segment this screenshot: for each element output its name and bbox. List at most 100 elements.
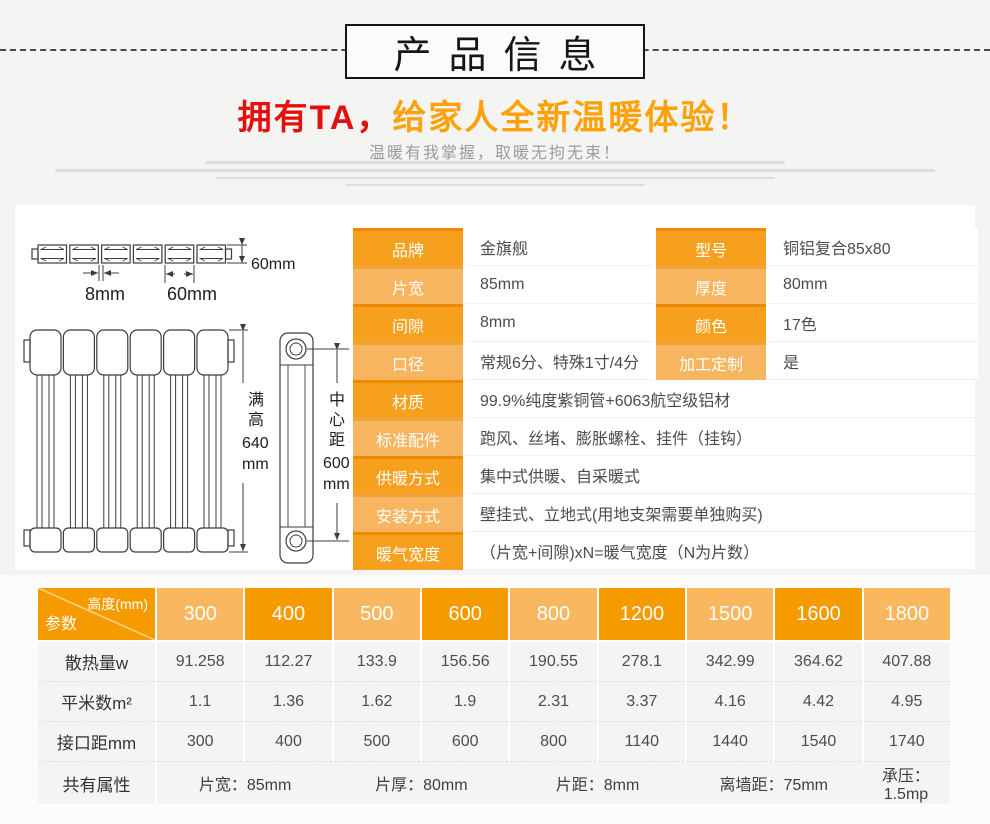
spec-value-thickness: 80mm bbox=[769, 266, 978, 304]
spec-table: 品牌 金旗舰 型号 铜铝复合85x80 片宽 85mm 厚度 80mm 间隙 8… bbox=[353, 228, 978, 570]
svg-text:8mm: 8mm bbox=[85, 284, 125, 304]
spec-value-material: 99.9%纯度紫铜管+6063航空级铝材 bbox=[466, 380, 975, 418]
table-cell: 91.258 bbox=[157, 642, 244, 682]
column-header: 800 bbox=[510, 588, 597, 640]
svg-text:距: 距 bbox=[329, 431, 345, 449]
spec-value-color: 17色 bbox=[769, 304, 978, 342]
table-cell: 1.62 bbox=[333, 682, 420, 722]
svg-text:mm: mm bbox=[242, 456, 269, 473]
spec-value-radiator-width: （片宽+间隙)xN=暖气宽度（N为片数） bbox=[466, 532, 975, 570]
spec-value-brand: 金旗舰 bbox=[466, 228, 653, 266]
spec-label-thickness: 厚度 bbox=[656, 266, 766, 304]
watermark-line bbox=[345, 184, 645, 186]
svg-text:高: 高 bbox=[248, 411, 264, 429]
spec-row: 间隙 8mm 颜色 17色 bbox=[353, 304, 978, 342]
spec-label-heating-mode: 供暖方式 bbox=[353, 456, 463, 494]
row-label: 散热量w bbox=[38, 642, 155, 682]
radiator-technical-drawing: 60mm 8mm 60mm bbox=[15, 205, 355, 570]
column-header: 600 bbox=[422, 588, 509, 640]
spec-value-model: 铜铝复合85x80 bbox=[769, 228, 978, 266]
table-cell: 156.56 bbox=[422, 642, 509, 682]
table-cell: 300 bbox=[157, 722, 244, 762]
table-cell: 4.16 bbox=[687, 682, 774, 722]
table-cell: 1.1 bbox=[157, 682, 244, 722]
table-cell: 800 bbox=[510, 722, 597, 762]
corner-label-height: 高度(mm) bbox=[87, 596, 148, 612]
spec-label-accessories: 标准配件 bbox=[353, 418, 463, 456]
spec-value-gap: 8mm bbox=[466, 304, 653, 342]
spec-row: 片宽 85mm 厚度 80mm bbox=[353, 266, 978, 304]
spec-label-width: 片宽 bbox=[353, 266, 463, 304]
table-row-square-meters: 平米数m² 1.1 1.36 1.62 1.9 2.31 3.37 4.16 4… bbox=[38, 682, 950, 722]
table-cell: 400 bbox=[245, 722, 332, 762]
headline-orange: 给家人全新温暖体验！ bbox=[392, 99, 753, 137]
table-cell: 1.36 bbox=[245, 682, 332, 722]
spec-label-custom: 加工定制 bbox=[656, 342, 766, 380]
common-attr: 承压：1.5mp bbox=[881, 768, 930, 803]
watermark-line bbox=[205, 161, 785, 164]
spec-row: 供暖方式 集中式供暖、自采暖式 bbox=[353, 456, 975, 494]
spec-label-material: 材质 bbox=[353, 380, 463, 418]
spec-row: 安装方式 壁挂式、立地式(用地支架需要单独购买) bbox=[353, 494, 975, 532]
svg-text:60mm: 60mm bbox=[167, 284, 217, 304]
column-header: 1800 bbox=[863, 588, 950, 640]
corner-label-param: 参数 bbox=[45, 616, 78, 633]
spec-row: 口径 常规6分、特殊1寸/4分 加工定制 是 bbox=[353, 342, 978, 380]
performance-table-header: 高度(mm) 参数 300 400 500 600 800 1200 1500 … bbox=[38, 588, 950, 640]
column-header: 1600 bbox=[775, 588, 862, 640]
column-header: 1200 bbox=[598, 588, 685, 640]
column-header: 500 bbox=[333, 588, 420, 640]
common-attr: 离墙距：75mm bbox=[719, 777, 828, 794]
spec-row: 暖气宽度 （片宽+间隙)xN=暖气宽度（N为片数） bbox=[353, 532, 975, 570]
spec-value-custom: 是 bbox=[769, 342, 978, 380]
svg-text:心: 心 bbox=[329, 411, 345, 429]
common-attributes-cell: 片宽：85mm 片厚：80mm 片距：8mm 离墙距：75mm 承压：1.5mp bbox=[157, 762, 950, 804]
table-cell: 133.9 bbox=[333, 642, 420, 682]
table-cell: 4.95 bbox=[863, 682, 950, 722]
table-cell: 1740 bbox=[863, 722, 950, 762]
performance-table: 高度(mm) 参数 300 400 500 600 800 1200 1500 … bbox=[38, 588, 950, 804]
spec-value-install: 壁挂式、立地式(用地支架需要单独购买) bbox=[466, 494, 975, 532]
spec-label-install: 安装方式 bbox=[353, 494, 463, 532]
spec-label-gap: 间隙 bbox=[353, 304, 463, 342]
table-cell: 500 bbox=[333, 722, 420, 762]
spec-value-heating-mode: 集中式供暖、自采暖式 bbox=[466, 456, 975, 494]
headline: 拥有TA，给家人全新温暖体验！ bbox=[0, 90, 990, 139]
spec-row: 品牌 金旗舰 型号 铜铝复合85x80 bbox=[353, 228, 978, 266]
table-cell: 1540 bbox=[775, 722, 862, 762]
table-cell: 1140 bbox=[598, 722, 685, 762]
spec-label-color: 颜色 bbox=[656, 304, 766, 342]
table-cell: 1440 bbox=[687, 722, 774, 762]
product-detail-card: 60mm 8mm 60mm bbox=[15, 205, 978, 570]
common-attr: 片距：8mm bbox=[555, 777, 640, 794]
spec-label-radiator-width: 暖气宽度 bbox=[353, 532, 463, 570]
headline-red: 拥有TA， bbox=[237, 99, 393, 137]
spec-value-caliber: 常规6分、特殊1寸/4分 bbox=[466, 342, 653, 380]
table-cell: 342.99 bbox=[687, 642, 774, 682]
watermark-line bbox=[215, 177, 775, 179]
subtitle: 温暖有我掌握，取暖无拘无束！ bbox=[368, 145, 621, 162]
table-cell: 600 bbox=[422, 722, 509, 762]
table-cell: 278.1 bbox=[598, 642, 685, 682]
spec-label-model: 型号 bbox=[656, 228, 766, 266]
spec-row: 标准配件 跑风、丝堵、膨胀螺栓、挂件（挂钩） bbox=[353, 418, 975, 456]
table-row-port-distance: 接口距mm 300 400 500 600 800 1140 1440 1540… bbox=[38, 722, 950, 762]
spec-value-accessories: 跑风、丝堵、膨胀螺栓、挂件（挂钩） bbox=[466, 418, 975, 456]
table-row-heat-output: 散热量w 91.258 112.27 133.9 156.56 190.55 2… bbox=[38, 642, 950, 682]
svg-text:600: 600 bbox=[323, 455, 350, 472]
table-cell: 2.31 bbox=[510, 682, 597, 722]
spec-label-brand: 品牌 bbox=[353, 228, 463, 266]
table-cell: 407.88 bbox=[863, 642, 950, 682]
svg-text:中: 中 bbox=[329, 391, 345, 409]
svg-text:mm: mm bbox=[323, 476, 350, 493]
corner-header-cell: 高度(mm) 参数 bbox=[38, 588, 155, 640]
watermark-line bbox=[55, 169, 935, 172]
table-row-common-attributes: 共有属性 片宽：85mm 片厚：80mm 片距：8mm 离墙距：75mm 承压：… bbox=[38, 762, 950, 804]
column-header: 1500 bbox=[687, 588, 774, 640]
common-attr: 片宽：85mm bbox=[198, 777, 292, 794]
common-attr: 片厚：80mm bbox=[375, 777, 468, 794]
row-label: 共有属性 bbox=[38, 762, 155, 804]
spec-value-width: 85mm bbox=[466, 266, 653, 304]
table-cell: 364.62 bbox=[775, 642, 862, 682]
